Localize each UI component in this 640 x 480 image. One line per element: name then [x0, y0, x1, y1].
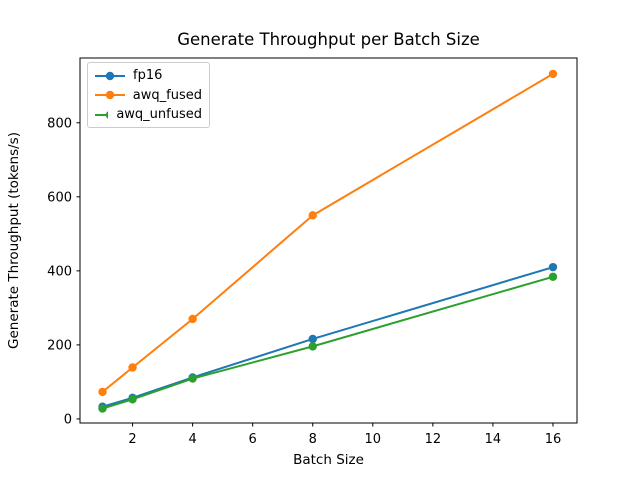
- x-tick-label: 4: [188, 432, 196, 447]
- legend-marker-awq_fused: [95, 90, 125, 100]
- axes-spines: [79, 57, 578, 424]
- x-tick-label: 16: [545, 432, 562, 447]
- x-tick-label: 10: [365, 432, 382, 447]
- chart-title: Generate Throughput per Batch Size: [177, 30, 480, 49]
- legend-label-fp16: fp16: [133, 68, 163, 83]
- x-axis-label: Batch Size: [293, 452, 364, 468]
- legend: fp16 awq_fused awq_unfused: [87, 62, 210, 128]
- y-tick-label: 200: [47, 338, 72, 353]
- x-tick-label: 2: [128, 432, 136, 447]
- data-point-awq_fused: [128, 363, 137, 372]
- data-point-fp16: [308, 334, 317, 344]
- data-point-awq_fused: [308, 211, 317, 220]
- y-tick-label: 400: [47, 264, 72, 279]
- x-tick-label: 14: [485, 432, 502, 447]
- x-tick-label: 8: [309, 432, 317, 447]
- legend-entry-awq_fused: awq_fused: [95, 86, 202, 104]
- data-point-awq_fused: [98, 387, 107, 397]
- x-tick-label: 6: [249, 432, 257, 447]
- legend-label-awq_unfused: awq_unfused: [116, 107, 202, 122]
- legend-label-awq_fused: awq_fused: [132, 87, 202, 103]
- y-tick-label: 800: [47, 116, 72, 131]
- data-point-awq_unfused: [98, 404, 107, 413]
- data-point-awq_unfused: [128, 395, 137, 404]
- data-point-awq_fused: [188, 314, 197, 324]
- series-line-awq_unfused: [102, 275, 554, 410]
- legend-entry-fp16: fp16: [95, 67, 202, 85]
- legend-marker-awq_unfused: [95, 110, 109, 119]
- data-point-awq_unfused: [548, 272, 558, 281]
- data-point-fp16: [548, 262, 558, 272]
- x-tick-label: 12: [425, 432, 442, 447]
- legend-entry-awq_unfused: awq_unfused: [95, 106, 202, 124]
- data-point-awq_unfused: [188, 374, 197, 383]
- data-point-awq_unfused: [308, 342, 317, 351]
- y-tick-label: 600: [47, 190, 72, 205]
- legend-marker-fp16: [95, 71, 125, 80]
- y-tick-label: 0: [64, 412, 72, 427]
- data-point-awq_fused: [548, 69, 558, 79]
